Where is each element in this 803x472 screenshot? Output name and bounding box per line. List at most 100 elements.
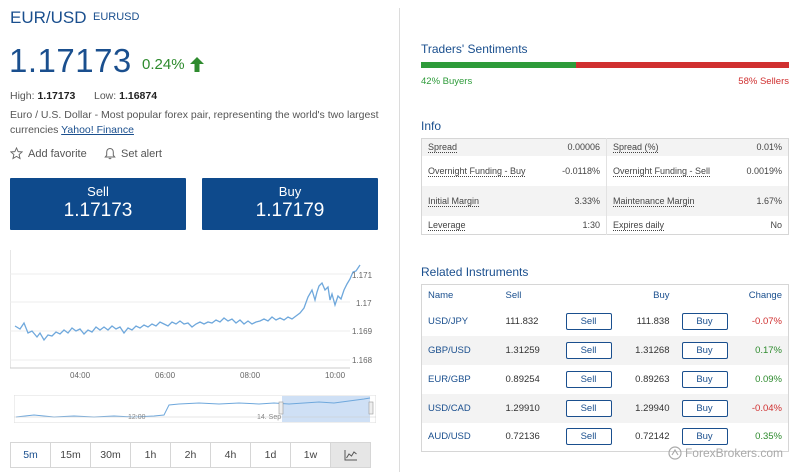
related-buy-price: 0.72142 (635, 431, 670, 443)
related-sell-button[interactable]: Sell (565, 370, 612, 388)
related-change: 0.09% (755, 373, 782, 385)
sentiment-bar (421, 62, 789, 68)
buy-label: Buy (278, 184, 302, 199)
related-row: GBP/USD 1.31259 Sell 1.31268 Buy 0.17% (421, 335, 789, 365)
buy-button[interactable]: Buy 1.17179 (202, 178, 378, 230)
info-table: Spread 0.00006 Spread (%) 0.01% Overnigh… (421, 138, 789, 235)
related-buy-button[interactable]: Buy (681, 399, 728, 417)
pair-code: EURUSD (93, 11, 140, 23)
instrument-panel: EUR/USD EURUSD 1.17173 0.24% High: 1.171… (0, 0, 390, 472)
related-buy-cell: Buy (676, 307, 734, 336)
buy-price: 1.17179 (255, 200, 325, 221)
timeframe-selector: 5m 15m 30m 1h 2h 4h 1d 1w (10, 442, 371, 468)
navigator-line (15, 397, 371, 418)
related-buy-price: 111.838 (636, 315, 670, 327)
related-change: 0.35% (755, 431, 782, 443)
related-sell-cell: Sell (560, 423, 618, 452)
related-sell-button[interactable]: Sell (565, 341, 612, 359)
x-tick-label: 06:00 (155, 371, 176, 380)
info-value: 1:30 (541, 215, 607, 235)
add-favorite-button[interactable]: Add favorite (10, 147, 87, 160)
related-sell-price: 0.89254 (505, 373, 540, 385)
info-row: Initial Margin 3.33% Maintenance Margin … (421, 185, 789, 216)
info-value: No (770, 219, 782, 230)
col-change: Change (748, 290, 782, 302)
high-price: High: 1.17173 (10, 90, 76, 102)
related-sell-button[interactable]: Sell (565, 399, 612, 417)
set-alert-button[interactable]: Set alert (104, 147, 162, 160)
timeframe-4h[interactable]: 4h (210, 442, 251, 468)
timeframe-30m[interactable]: 30m (90, 442, 131, 468)
pair-title: EUR/USD (10, 8, 87, 27)
navigator-label: 12:00 (128, 414, 146, 421)
info-row: Spread 0.00006 Spread (%) 0.01% (421, 138, 789, 156)
related-sell-cell: Sell (560, 365, 618, 394)
related-row: EUR/GBP 0.89254 Sell 0.89263 Buy 0.09% (422, 365, 789, 394)
related-sell-price: 1.29910 (499, 393, 560, 423)
sell-label: Sell (87, 184, 109, 199)
related-row: USD/JPY 111.832 Sell 111.838 Buy -0.07% (422, 307, 789, 336)
timeframe-5m[interactable]: 5m (10, 442, 51, 468)
info-value: 0.01% (726, 138, 789, 156)
sell-button[interactable]: Sell 1.17173 (10, 178, 186, 230)
related-symbol[interactable]: USD/JPY (428, 315, 469, 327)
related-sell-button[interactable]: Sell (565, 312, 612, 330)
related-buy-button[interactable]: Buy (681, 428, 728, 446)
yahoo-finance-link[interactable]: Yahoo! Finance (61, 124, 134, 136)
y-tick-label: 1.171 (352, 271, 373, 280)
related-row: USD/CAD 1.29910 Sell 1.29940 Buy -0.04% (421, 393, 789, 423)
y-tick-label: 1.17 (356, 299, 372, 308)
related-buy-button[interactable]: Buy (681, 370, 728, 388)
related-symbol[interactable]: EUR/GBP (428, 373, 471, 385)
timeframe-2h[interactable]: 2h (170, 442, 211, 468)
related-title: Related Instruments (421, 265, 529, 279)
sell-price: 1.17173 (63, 200, 133, 221)
line-chart-icon (344, 450, 357, 461)
chart-type-button[interactable] (330, 442, 371, 468)
info-key: Spread (%) (606, 138, 727, 156)
col-sell: Sell (505, 290, 522, 302)
col-sell-action (560, 285, 618, 307)
y-tick-label: 1.169 (352, 327, 373, 336)
details-panel: Traders' Sentiments 42% Buyers 58% Selle… (421, 0, 793, 472)
chart-navigator[interactable]: 12:00 14. Sep (14, 395, 376, 423)
sentiment-buy-bar (421, 62, 576, 68)
info-value: 1.67% (726, 185, 789, 216)
navigator-right-handle (368, 401, 374, 415)
info-value: 0.00006 (541, 138, 607, 156)
related-instruments-table: Name Sell Buy Change USD/JPY 111.832 Sell 1… (421, 284, 789, 452)
related-buy-button[interactable]: Buy (681, 312, 728, 330)
related-buy-cell: Buy (675, 335, 734, 365)
panel-divider (399, 8, 400, 472)
timeframe-1w[interactable]: 1w (290, 442, 331, 468)
navigator-label: 14. Sep (257, 414, 281, 421)
info-value: 0.0019% (746, 165, 782, 176)
instrument-description: Euro / U.S. Dollar - Most popular forex … (10, 109, 379, 136)
related-symbol[interactable]: USD/CAD (421, 393, 500, 423)
related-buy-price: 0.89263 (635, 373, 670, 385)
sentiment-sell-bar (575, 62, 789, 68)
timeframe-1d[interactable]: 1d (250, 442, 291, 468)
info-row: Overnight Funding - Buy -0.0118% Overnig… (422, 155, 789, 186)
watermark: ForexBrokers.com (668, 446, 783, 460)
change-percent: 0.24% (142, 56, 185, 73)
timeframe-1h[interactable]: 1h (130, 442, 171, 468)
related-sell-button[interactable]: Sell (565, 428, 612, 446)
low-price: Low: 1.16874 (94, 90, 158, 102)
related-change: -0.04% (733, 393, 789, 423)
bell-icon (104, 147, 116, 160)
col-buy: Buy (653, 290, 670, 302)
related-symbol[interactable]: AUD/USD (428, 431, 471, 443)
info-row: Leverage 1:30 Expires daily No (422, 215, 789, 235)
x-tick-label: 10:00 (325, 371, 346, 380)
related-change: -0.07% (751, 315, 782, 327)
info-key: Expires daily (613, 219, 665, 230)
info-value: 3.33% (541, 185, 607, 216)
timeframe-15m[interactable]: 15m (50, 442, 91, 468)
related-buy-button[interactable]: Buy (681, 341, 728, 359)
price-chart[interactable]: 1.171 1.17 1.169 1.168 04:00 06:00 08:00… (10, 250, 380, 380)
related-symbol[interactable]: GBP/USD (421, 335, 500, 365)
related-buy-price: 1.31268 (617, 335, 676, 365)
x-tick-label: 08:00 (240, 371, 261, 380)
col-name: Name (428, 290, 454, 302)
